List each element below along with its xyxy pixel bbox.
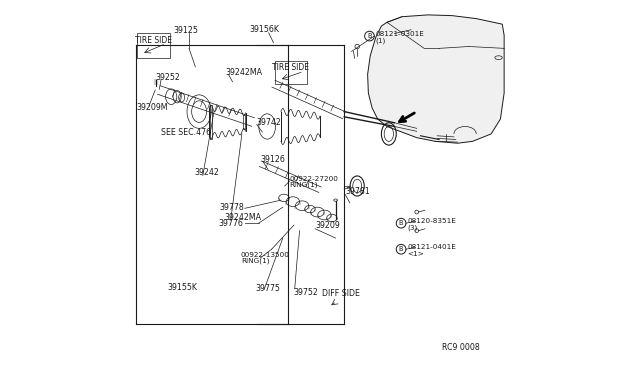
Text: 39242MA: 39242MA [225,68,262,77]
Text: B: B [367,33,372,39]
Text: RC9 0008: RC9 0008 [442,343,479,352]
Text: 39742: 39742 [256,118,281,126]
Text: 08121-0301E: 08121-0301E [376,31,425,37]
Text: 39252: 39252 [156,73,180,82]
Text: (3): (3) [408,225,418,231]
Text: SEE SEC.476: SEE SEC.476 [161,128,211,137]
Bar [243,115,245,129]
Text: (1): (1) [376,38,386,44]
Text: 39155K: 39155K [168,283,198,292]
Text: 39781: 39781 [346,187,370,196]
Bar [209,105,212,139]
Text: 39156K: 39156K [249,25,279,34]
Text: 08121-0401E: 08121-0401E [408,244,456,250]
Polygon shape [367,15,504,143]
Text: 08120-8351E: 08120-8351E [408,218,456,224]
Text: 39242MA: 39242MA [224,213,261,222]
Text: TIRE SIDE: TIRE SIDE [135,36,172,45]
Text: 00922-13500: 00922-13500 [241,252,290,258]
Text: <1>: <1> [408,251,424,257]
Text: 39125: 39125 [173,26,198,35]
Bar [137,33,170,58]
Text: DIFF SIDE: DIFF SIDE [322,289,360,298]
Text: B: B [399,220,403,226]
Bar [275,61,307,84]
Text: 39752: 39752 [293,288,318,296]
Text: TIRE SIDE: TIRE SIDE [273,63,310,72]
Text: RING(1): RING(1) [241,258,269,264]
Text: 39242: 39242 [195,169,220,177]
Text: 39778: 39778 [219,203,244,212]
Text: 39126: 39126 [260,155,285,164]
Text: 39209M: 39209M [136,103,168,112]
Text: 39775: 39775 [255,284,280,293]
Text: 39209: 39209 [315,221,340,230]
Text: 39776: 39776 [219,219,244,228]
Text: RING(1): RING(1) [289,182,318,188]
Text: 00922-27200: 00922-27200 [289,176,339,182]
Text: B: B [399,246,403,252]
